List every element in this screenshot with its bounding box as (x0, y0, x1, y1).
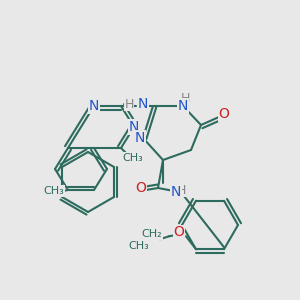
Text: N: N (178, 99, 188, 113)
Text: CH₃: CH₃ (123, 153, 143, 163)
Text: N: N (138, 97, 148, 111)
Text: O: O (136, 181, 146, 195)
Text: N: N (89, 99, 99, 113)
Text: H: H (124, 98, 134, 110)
Text: N: N (129, 120, 139, 134)
Text: H: H (176, 184, 186, 196)
Text: N: N (171, 185, 181, 199)
Text: O: O (219, 107, 230, 121)
Text: N: N (135, 131, 145, 145)
Text: O: O (174, 225, 184, 239)
Text: CH₃: CH₃ (129, 241, 149, 251)
Text: CH₃: CH₃ (44, 186, 64, 196)
Text: H: H (180, 92, 190, 106)
Text: CH₂: CH₂ (142, 229, 162, 239)
